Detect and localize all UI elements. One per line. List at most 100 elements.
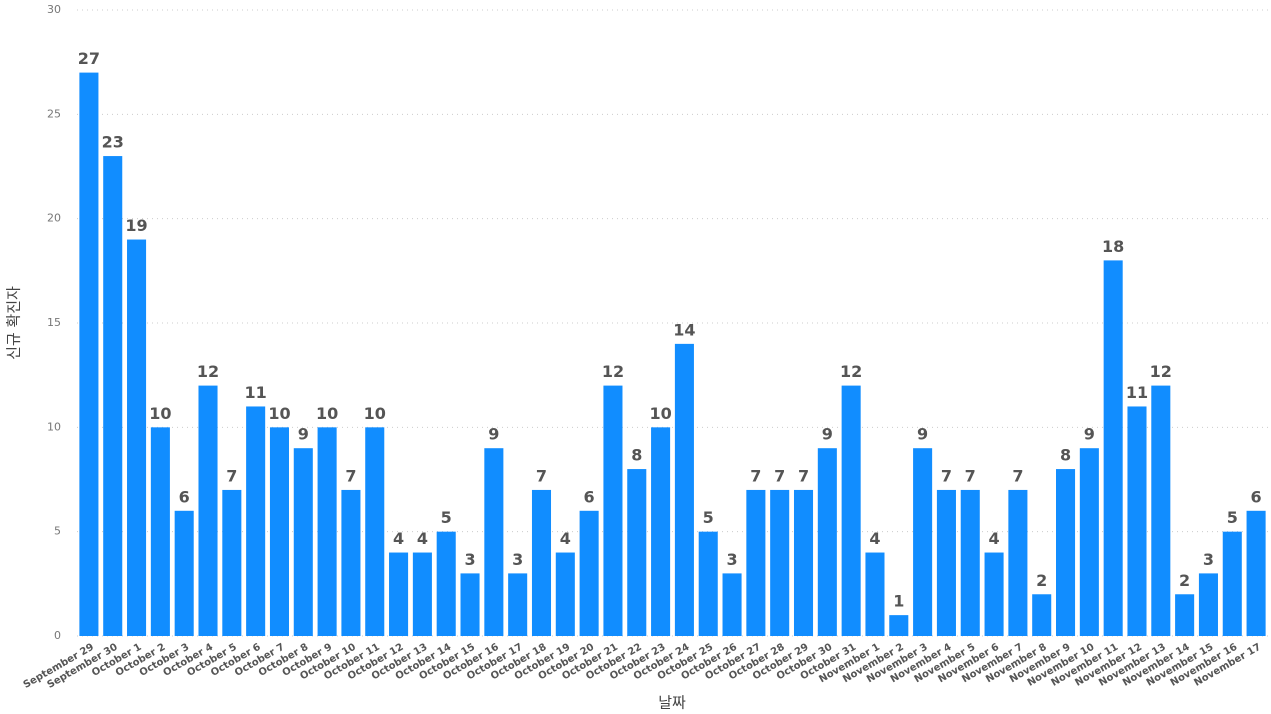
value-label: 9 <box>1084 425 1095 444</box>
bar <box>603 385 623 636</box>
value-label: 8 <box>631 446 642 465</box>
value-label: 23 <box>102 133 124 152</box>
bar <box>865 552 885 636</box>
bar <box>412 552 432 636</box>
value-label: 7 <box>774 466 785 485</box>
bar <box>127 239 147 637</box>
bar <box>1246 510 1266 636</box>
value-label: 5 <box>1227 508 1238 527</box>
value-label: 4 <box>417 529 428 548</box>
bar <box>1222 531 1242 636</box>
bar <box>555 552 575 636</box>
bar <box>698 531 718 636</box>
bar <box>793 489 814 636</box>
value-label: 4 <box>869 529 880 548</box>
value-label: 12 <box>197 362 219 381</box>
value-label: 4 <box>988 529 999 548</box>
y-tick-label: 30 <box>47 3 61 16</box>
value-label: 3 <box>726 550 737 569</box>
bar <box>365 427 385 636</box>
value-label: 18 <box>1102 237 1124 256</box>
value-label: 6 <box>179 487 190 506</box>
value-label: 11 <box>245 383 267 402</box>
bar <box>936 489 956 636</box>
bar <box>627 469 647 636</box>
value-label: 7 <box>1012 466 1023 485</box>
bar <box>1008 489 1028 636</box>
bar <box>293 448 313 636</box>
bar <box>341 489 361 636</box>
bar <box>103 156 123 637</box>
value-label: 4 <box>393 529 404 548</box>
bar <box>269 427 289 636</box>
value-label: 7 <box>536 466 547 485</box>
value-label: 9 <box>917 425 928 444</box>
value-label: 14 <box>673 320 695 339</box>
value-label: 9 <box>488 425 499 444</box>
bar <box>1175 594 1195 636</box>
value-label: 3 <box>464 550 475 569</box>
y-tick-label: 15 <box>47 316 61 329</box>
value-label: 9 <box>822 425 833 444</box>
bar <box>674 343 694 636</box>
bar <box>913 448 933 636</box>
value-label: 7 <box>750 466 761 485</box>
value-label: 7 <box>965 466 976 485</box>
bar <box>770 489 790 636</box>
bar <box>651 427 671 636</box>
value-label: 3 <box>512 550 523 569</box>
value-label: 10 <box>364 404 386 423</box>
y-tick-label: 0 <box>54 629 61 642</box>
value-label: 7 <box>798 466 809 485</box>
value-label: 5 <box>441 508 452 527</box>
value-label: 4 <box>560 529 571 548</box>
y-axis-title: 신규 확진자 <box>5 286 23 360</box>
bar <box>531 489 552 636</box>
value-label: 8 <box>1060 446 1071 465</box>
bar <box>79 72 99 637</box>
bar <box>484 448 504 636</box>
value-label: 5 <box>703 508 714 527</box>
bar <box>508 573 528 636</box>
bar <box>198 385 218 636</box>
value-label: 10 <box>649 404 671 423</box>
bar <box>1127 406 1147 636</box>
value-label: 2 <box>1036 571 1047 590</box>
value-label: 10 <box>316 404 338 423</box>
bar <box>1079 448 1099 636</box>
value-label: 12 <box>602 362 624 381</box>
bar <box>984 552 1004 636</box>
value-label: 19 <box>125 216 147 235</box>
x-axis-title: 날짜 <box>658 694 686 712</box>
value-label: 10 <box>268 404 290 423</box>
bar <box>150 427 170 636</box>
bar <box>246 406 266 636</box>
bar <box>1151 385 1171 636</box>
value-label: 2 <box>1179 571 1190 590</box>
value-label: 11 <box>1126 383 1148 402</box>
bar <box>889 615 909 636</box>
bar <box>746 489 766 636</box>
y-tick-label: 10 <box>47 420 61 433</box>
bar <box>841 385 861 636</box>
bar <box>460 573 480 636</box>
y-tick-label: 5 <box>54 525 61 538</box>
bar <box>817 448 837 636</box>
y-tick-label: 25 <box>47 107 61 120</box>
bar <box>722 573 742 636</box>
bar <box>317 427 337 636</box>
value-label: 7 <box>345 466 356 485</box>
bar <box>436 531 456 636</box>
value-label: 9 <box>298 425 309 444</box>
bar <box>579 510 599 636</box>
bar <box>222 489 242 636</box>
bar <box>174 510 194 636</box>
value-label: 6 <box>584 487 595 506</box>
bar <box>389 552 409 636</box>
value-label: 1 <box>893 592 904 611</box>
value-label: 12 <box>840 362 862 381</box>
value-label: 7 <box>941 466 952 485</box>
bar <box>1103 260 1123 636</box>
value-label: 12 <box>1150 362 1172 381</box>
